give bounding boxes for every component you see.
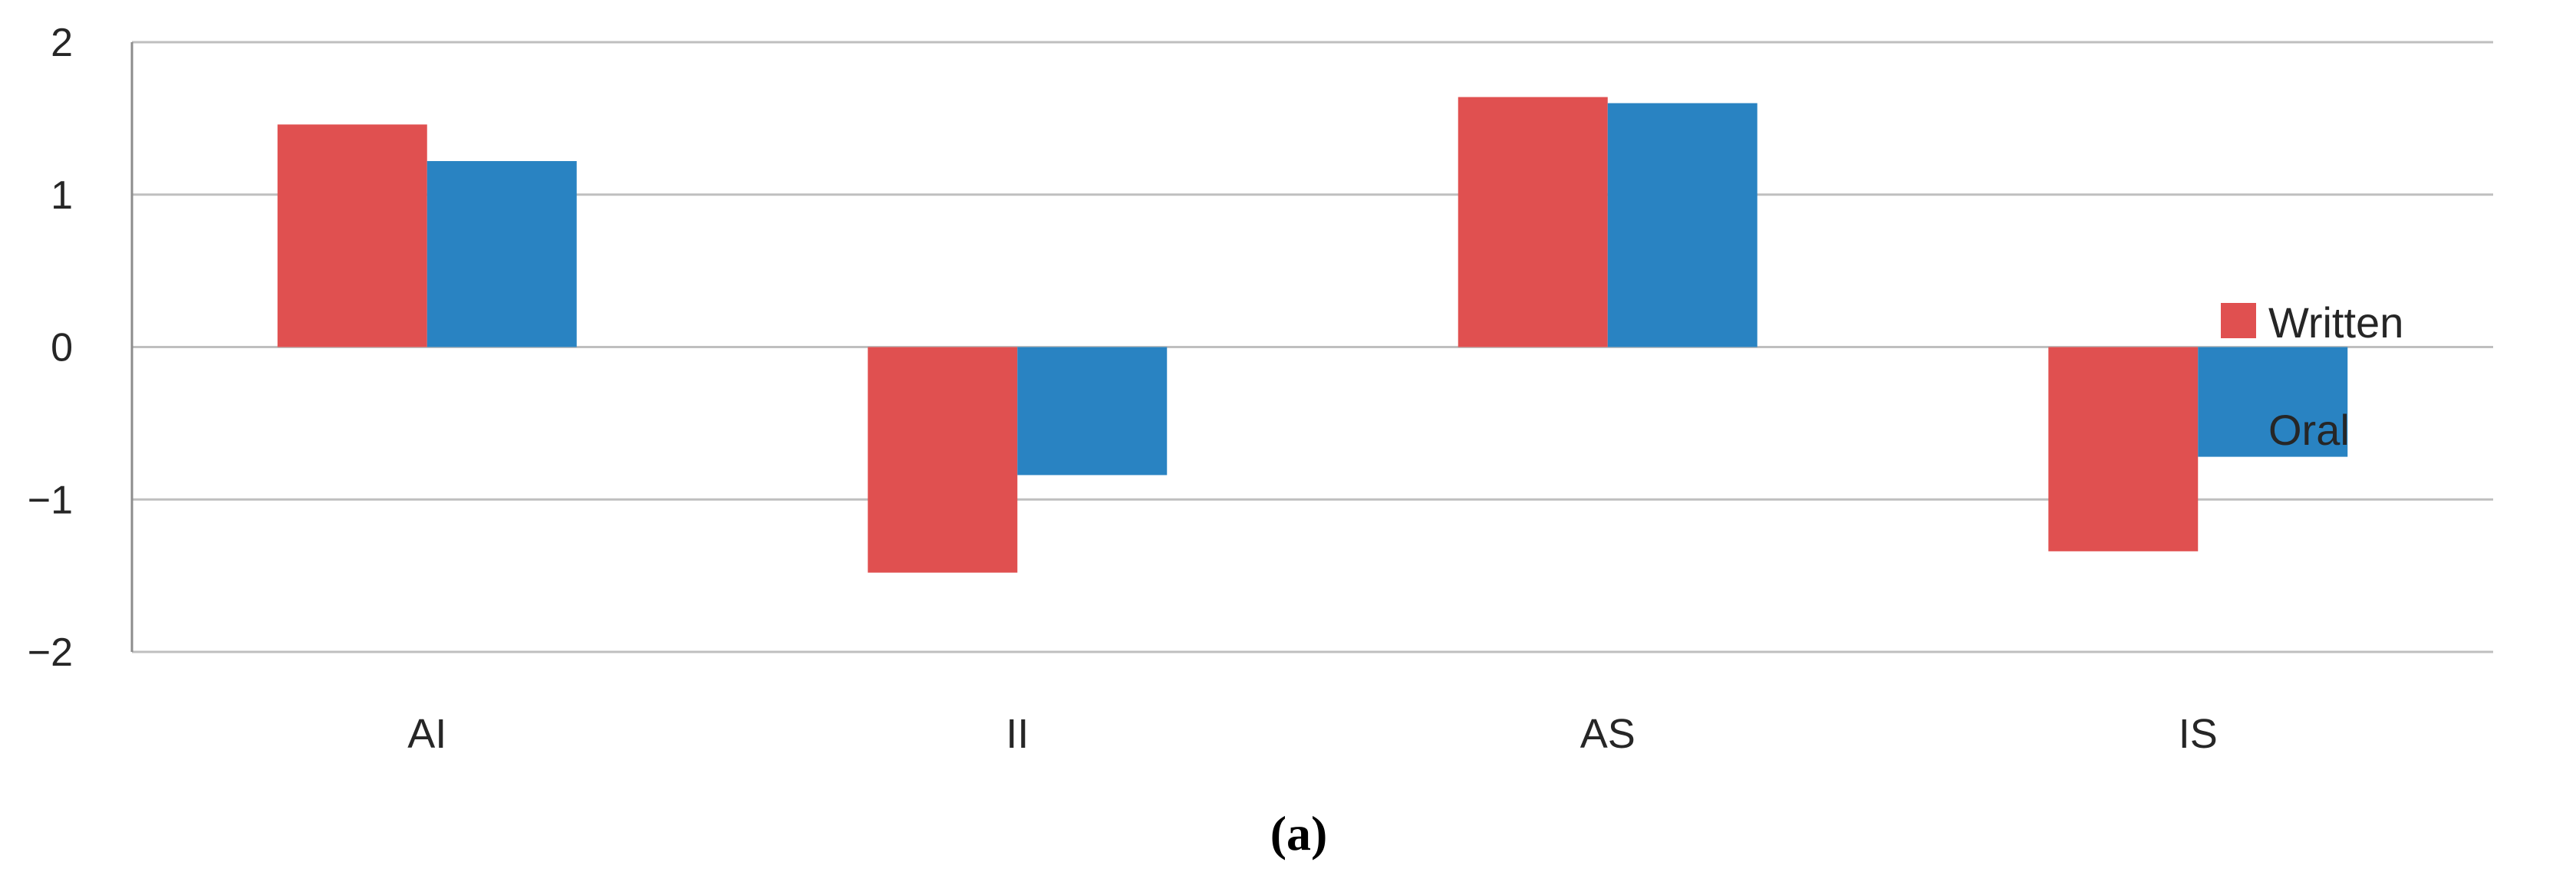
legend-label-oral: Oral	[2268, 406, 2350, 454]
x-tick-labels: AI II AS IS	[407, 711, 2218, 757]
bar-written-ii	[868, 347, 1018, 573]
x-tick-label: AS	[1580, 711, 1636, 757]
x-tick-label: AI	[407, 711, 446, 757]
y-tick-label: 2	[51, 21, 73, 65]
bar-written-ai	[277, 124, 427, 347]
bar-written-as	[1458, 97, 1608, 347]
y-tick-label: 1	[51, 173, 73, 218]
bar-oral-ai	[427, 161, 577, 347]
bar-written-is	[2048, 347, 2199, 551]
y-tick-labels: 2 1 0 −1 −2	[28, 21, 73, 675]
x-tick-label: II	[1006, 711, 1029, 757]
bar-oral-as	[1607, 103, 1757, 347]
y-tick-label: −2	[28, 630, 73, 675]
bars	[277, 97, 2348, 573]
legend-swatch-written	[2221, 303, 2256, 338]
y-tick-label: −1	[28, 478, 73, 522]
legend-swatch-oral	[2221, 410, 2256, 446]
bar-oral-ii	[1017, 347, 1168, 475]
figure-caption: (a)	[1270, 806, 1328, 860]
x-tick-label: IS	[2179, 711, 2218, 757]
legend-label-written: Written	[2268, 298, 2403, 347]
legend: Written Oral	[2221, 298, 2403, 454]
y-tick-label: 0	[51, 326, 73, 370]
